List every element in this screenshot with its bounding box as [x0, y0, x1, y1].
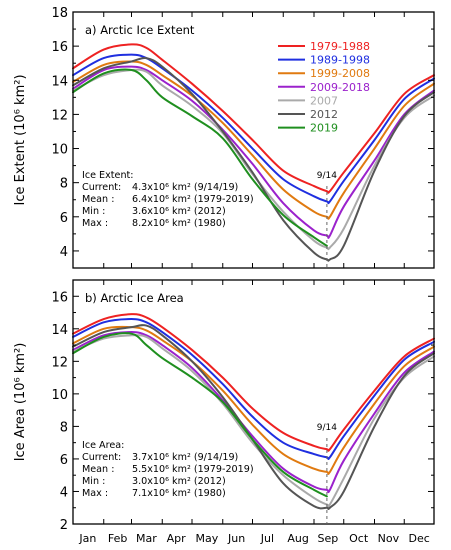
- x-month-label: Feb: [108, 532, 127, 545]
- legend-label: 2009-2018: [310, 81, 370, 94]
- y-axis-title: Ice Extent (10⁶ km²): [13, 74, 28, 205]
- x-month-label: Oct: [349, 532, 369, 545]
- series-line-2009-2018: [72, 65, 435, 239]
- y-tick-label: 4: [60, 485, 68, 500]
- stats-label: Min :: [82, 476, 105, 487]
- plot-frame: [72, 279, 435, 525]
- x-month-label: Jan: [78, 532, 96, 545]
- x-month-label: Mar: [136, 532, 157, 545]
- stats-block: Ice Extent:Current: 4.3x10⁶ km² (9/14/19)…: [82, 170, 254, 229]
- stats-value: 3.7x10⁶ km² (9/14/19): [132, 452, 238, 463]
- x-month-label: Jun: [227, 532, 245, 545]
- x-month-label: Dec: [408, 532, 429, 545]
- panel-title: b) Arctic Ice Area: [85, 291, 184, 305]
- legend: 1979-19881989-19981999-20082009-20182007…: [278, 40, 370, 135]
- y-tick-label: 16: [51, 290, 68, 305]
- date-marker-label: 9/14: [317, 171, 337, 181]
- series-line-2019: [72, 68, 328, 247]
- y-tick-label: 14: [51, 74, 68, 89]
- y-tick-label: 12: [51, 355, 68, 370]
- legend-label: 1989-1998: [310, 54, 370, 67]
- y-tick-label: 12: [51, 108, 68, 123]
- series-line-2007: [72, 334, 435, 508]
- x-month-label: Sep: [318, 532, 339, 545]
- x-month-label: Nov: [378, 532, 400, 545]
- stats-value: 8.2x10⁶ km² (1980): [132, 218, 226, 229]
- x-month-label: Apr: [167, 532, 187, 545]
- stats-label: Mean :: [82, 464, 114, 475]
- stats-heading: Ice Extent:: [82, 170, 134, 181]
- y-axis-title: Ice Area (10⁶ km²): [13, 343, 28, 462]
- series-line-2019: [72, 332, 328, 498]
- y-tick-label: 16: [51, 40, 68, 55]
- stats-value: 3.6x10⁶ km² (2012): [132, 206, 226, 217]
- stats-block: Ice Area:Current: 3.7x10⁶ km² (9/14/19) Me…: [82, 440, 254, 499]
- series-line-2012: [72, 324, 435, 510]
- y-tick-label: 8: [60, 177, 68, 192]
- stats-value: 4.3x10⁶ km² (9/14/19): [132, 182, 238, 193]
- legend-label: 2019: [310, 122, 338, 135]
- stats-value: 3.0x10⁶ km² (2012): [132, 476, 226, 487]
- y-tick-label: 2: [60, 518, 68, 533]
- series-line-1989-1998: [72, 318, 435, 460]
- chart-panel-extent: 4 6 8 10 12 14 16 18 Ice Extent (10⁶ km²) a) Arct…: [13, 6, 435, 269]
- series-line-1999-2008: [72, 60, 435, 220]
- panel-title: a) Arctic Ice Extent: [85, 23, 195, 37]
- stats-label: Min :: [82, 206, 105, 217]
- series-line-1989-1998: [72, 53, 435, 205]
- date-marker-label: 9/14: [317, 423, 337, 433]
- stats-label: Mean :: [82, 194, 114, 205]
- chart-panel-area: 2 4 6 8 10 12 14 16 Jan Feb Mar Apr May Jun Jul Aug Sep O…: [13, 279, 435, 545]
- series-line-2012: [72, 56, 435, 262]
- stats-label: Current:: [82, 452, 121, 463]
- x-month-label: Jul: [260, 532, 274, 545]
- y-tick-label: 8: [60, 420, 68, 435]
- series-line-2009-2018: [72, 331, 435, 494]
- plot-frame: [72, 11, 435, 269]
- legend-label: 1979-1988: [310, 40, 370, 53]
- stats-value: 7.1x10⁶ km² (1980): [132, 488, 226, 499]
- legend-label: 2012: [310, 108, 338, 121]
- x-month-label: May: [196, 532, 219, 545]
- legend-label: 2007: [310, 94, 338, 107]
- legend-label: 1999-2008: [310, 67, 370, 80]
- series-line-1999-2008: [72, 325, 435, 475]
- series-line-1979-1988: [72, 43, 435, 194]
- stats-label: Max :: [82, 218, 108, 229]
- y-tick-label: 10: [51, 388, 68, 403]
- stats-label: Max :: [82, 488, 108, 499]
- stats-value: 6.4x10⁶ km² (1979-2019): [132, 194, 254, 205]
- y-tick-label: 14: [51, 323, 68, 338]
- y-tick-label: 18: [51, 6, 68, 21]
- y-tick-label: 4: [60, 245, 68, 260]
- series-line-2007: [72, 68, 435, 251]
- stats-value: 5.5x10⁶ km² (1979-2019): [132, 464, 254, 475]
- y-tick-label: 10: [51, 143, 68, 158]
- x-month-label: Aug: [287, 532, 308, 545]
- y-tick-label: 6: [60, 211, 68, 226]
- y-tick-label: 6: [60, 453, 68, 468]
- stats-label: Current:: [82, 182, 121, 193]
- series-line-1979-1988: [72, 313, 435, 452]
- stats-heading: Ice Area:: [82, 440, 124, 451]
